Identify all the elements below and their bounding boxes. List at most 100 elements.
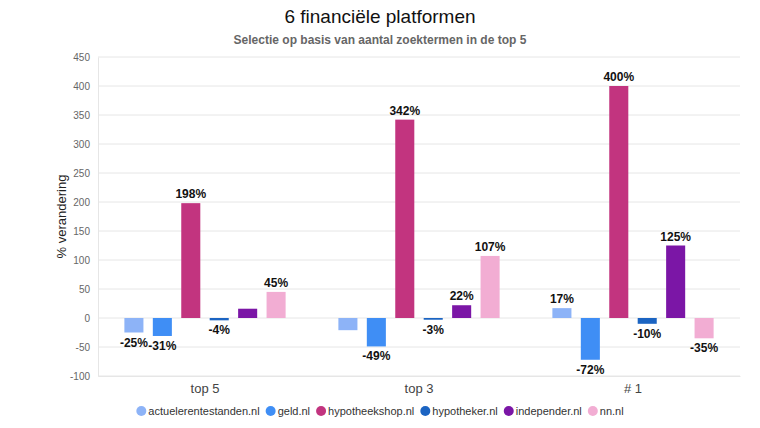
- legend-swatch: [420, 406, 430, 416]
- bar: [395, 120, 414, 318]
- grid-line: [98, 202, 740, 203]
- data-label: -49%: [362, 349, 390, 363]
- bar: [424, 318, 443, 320]
- series: [238, 246, 685, 319]
- data-label: 22%: [450, 289, 474, 303]
- data-label: -35%: [690, 341, 718, 355]
- bar: [666, 246, 685, 319]
- bar: [210, 318, 229, 320]
- x-axis: top 5 top 3 # 1: [99, 376, 741, 396]
- bars: [124, 86, 713, 360]
- data-label: 107%: [475, 240, 506, 254]
- bar: [367, 318, 386, 346]
- y-tick: 150: [73, 226, 98, 237]
- grid-line: [98, 57, 740, 58]
- bar: [581, 318, 600, 360]
- x-tick-label: top 5: [191, 381, 220, 396]
- data-label: 342%: [389, 104, 420, 118]
- chart: 6 financiële platformen Selectie op basis…: [0, 0, 760, 428]
- grid-line: [98, 347, 740, 348]
- x-tick: # 1: [624, 376, 642, 396]
- y-tick: 200: [73, 197, 98, 208]
- data-label: -25%: [120, 336, 148, 350]
- data-label: 125%: [660, 230, 691, 244]
- legend-label: nn.nl: [600, 405, 624, 417]
- legend-swatch: [504, 406, 514, 416]
- bar: [638, 318, 657, 324]
- y-tick-label: 300: [73, 139, 90, 150]
- subtitle: Selectie op basis van aantal zoektermen …: [234, 33, 527, 47]
- legend-item: hypotheekshop.nl: [316, 405, 414, 417]
- legend-label: hypotheekshop.nl: [328, 405, 414, 417]
- grid-line: [98, 144, 740, 145]
- bar: [153, 318, 172, 336]
- bar: [267, 292, 286, 318]
- data-label: 400%: [603, 70, 634, 84]
- y-tick-label: 400: [73, 81, 90, 92]
- y-axis-line: [98, 58, 99, 377]
- bar: [481, 256, 500, 318]
- legend-swatch: [136, 406, 146, 416]
- bar: [609, 86, 628, 318]
- bar: [695, 318, 714, 338]
- data-label: -3%: [423, 323, 445, 337]
- y-tick: 450: [73, 52, 98, 63]
- data-label: 45%: [264, 276, 288, 290]
- y-tick-label: -50: [76, 342, 91, 353]
- data-label: -10%: [633, 327, 661, 341]
- y-tick: 300: [73, 139, 98, 150]
- legend-item: geld.nl: [266, 405, 310, 417]
- y-tick-label: 100: [73, 255, 90, 266]
- x-tick-label: top 3: [405, 381, 434, 396]
- y-tick: 350: [73, 110, 98, 121]
- data-label: -4%: [209, 323, 231, 337]
- bar: [552, 308, 571, 318]
- y-tick: 100: [73, 255, 98, 266]
- bar: [338, 318, 357, 330]
- legend-swatch: [266, 406, 276, 416]
- y-tick: -100: [70, 371, 98, 382]
- x-tick: top 5: [191, 376, 220, 396]
- y-tick: 0: [84, 313, 98, 324]
- legend-label: independer.nl: [516, 405, 582, 417]
- y-axis-title: % verandering: [54, 175, 69, 259]
- grid-line: [98, 173, 740, 174]
- plot: -100-50050100150200250300350400450top 5t…: [70, 52, 741, 397]
- title: 6 financiële platformen: [284, 6, 475, 27]
- y-tick-label: -100: [70, 371, 90, 382]
- bar: [238, 309, 257, 318]
- y-tick: -50: [76, 342, 98, 353]
- data-label: -31%: [148, 339, 176, 353]
- data-label: -72%: [576, 363, 604, 377]
- y-tick: 50: [79, 284, 98, 295]
- legend-item: hypotheker.nl: [420, 405, 497, 417]
- legend-swatch: [316, 406, 326, 416]
- bar: [452, 305, 471, 318]
- bar: [181, 203, 200, 318]
- y-tick-label: 250: [73, 168, 90, 179]
- data-labels: -25% 17% -31% -49% -72% 198% 342% 400% -4% -3% -10…: [120, 70, 719, 377]
- series: [181, 86, 628, 318]
- legend-label: hypotheker.nl: [432, 405, 497, 417]
- legend: actuelerentestanden.nl geld.nl hypotheeksh…: [136, 405, 623, 417]
- y-tick-label: 200: [73, 197, 90, 208]
- y-tick-label: 350: [73, 110, 90, 121]
- legend-swatch: [588, 406, 598, 416]
- y-tick-label: 50: [79, 284, 91, 295]
- bar: [124, 318, 143, 333]
- y-tick-label: 450: [73, 52, 90, 63]
- legend-item: nn.nl: [588, 405, 624, 417]
- legend-label: geld.nl: [278, 405, 310, 417]
- y-tick-label: 0: [84, 313, 90, 324]
- y-tick-label: 150: [73, 226, 90, 237]
- legend-item: actuelerentestanden.nl: [136, 405, 259, 417]
- data-label: 17%: [550, 292, 574, 306]
- y-axis: -100 -50 0 50 100 150 200 250 300 350 400 450: [70, 52, 99, 382]
- x-axis-line: [99, 376, 741, 377]
- legend-label: actuelerentestanden.nl: [148, 405, 259, 417]
- x-tick: top 3: [405, 376, 434, 396]
- legend-item: independer.nl: [504, 405, 582, 417]
- data-label: 198%: [175, 187, 206, 201]
- grid-line: [98, 86, 740, 87]
- y-tick: 400: [73, 81, 98, 92]
